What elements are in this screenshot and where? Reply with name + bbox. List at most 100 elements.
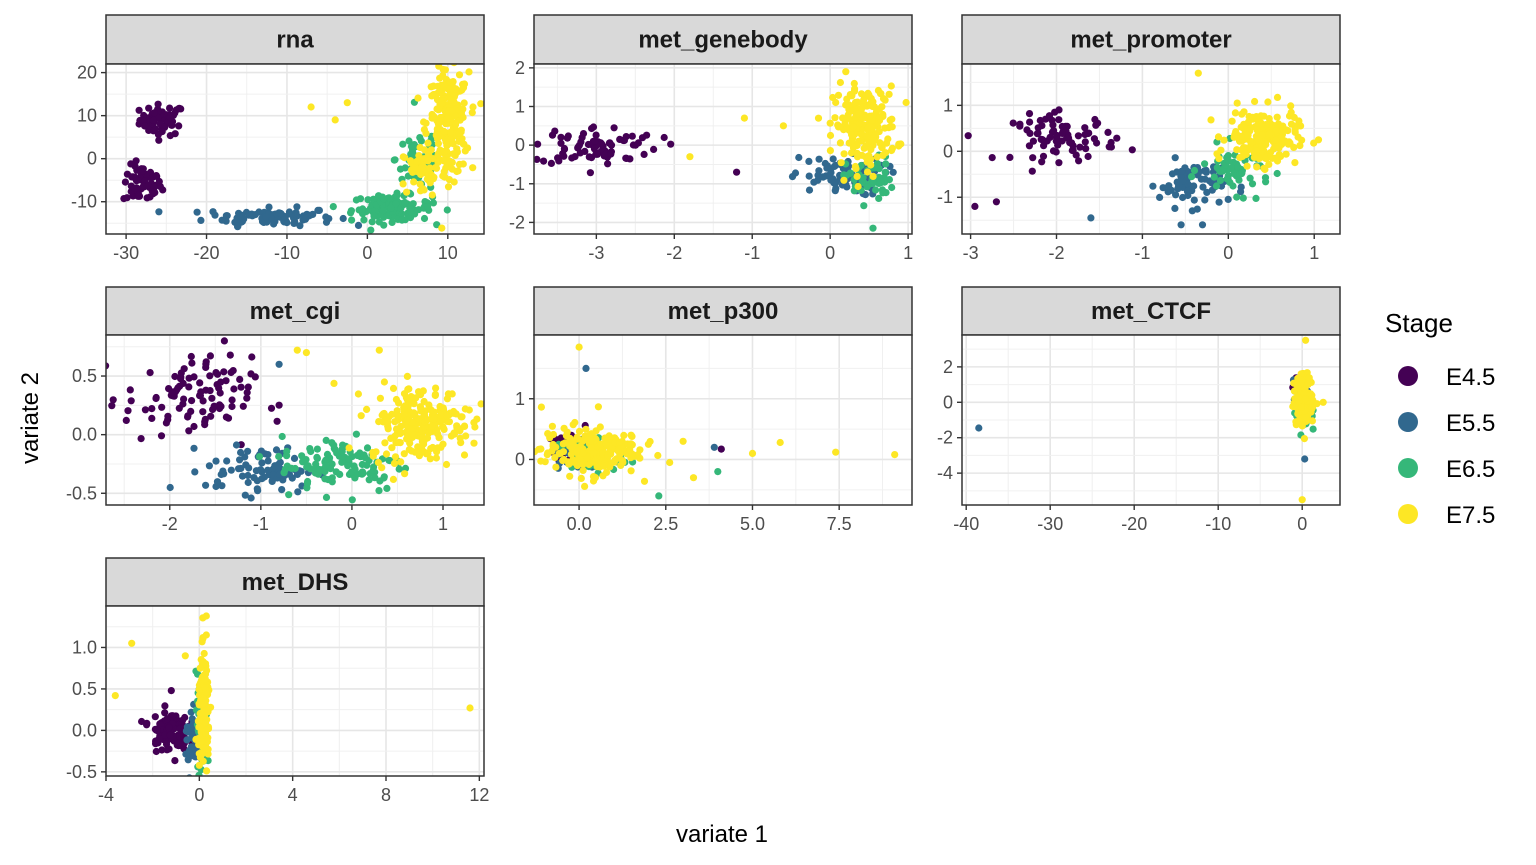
data-point-E75 (427, 83, 435, 91)
data-point-E45 (141, 406, 149, 414)
data-point-E45 (1128, 146, 1136, 154)
data-point-E55 (271, 462, 279, 470)
data-point-E75 (850, 79, 858, 88)
y-tick-label: 1.0 (72, 637, 97, 657)
data-point-E55 (1175, 182, 1183, 190)
data-point-E75 (195, 761, 203, 769)
data-point-E45 (162, 419, 170, 427)
data-point-E45 (1081, 138, 1089, 146)
x-tick-label: -2 (1048, 243, 1064, 263)
data-point-E65 (388, 218, 396, 226)
data-point-E65 (322, 462, 330, 470)
data-point-E45 (534, 155, 541, 163)
data-point-E75 (433, 448, 441, 456)
data-point-E45 (578, 133, 586, 142)
data-point-E65 (316, 466, 324, 474)
data-point-E65 (313, 454, 321, 462)
data-point-E75 (201, 684, 209, 692)
data-point-E75 (589, 473, 598, 481)
data-point-E45 (660, 133, 668, 142)
data-point-E75 (437, 417, 445, 425)
data-point-E75 (466, 704, 474, 712)
data-point-E45 (1081, 130, 1089, 139)
data-point-E75 (399, 411, 407, 419)
legend-key-e45 (1398, 366, 1418, 386)
data-point-E55 (1164, 188, 1172, 196)
data-point-E75 (437, 411, 445, 419)
data-point-E45 (168, 388, 176, 396)
data-point-E45 (1016, 120, 1024, 128)
data-point-E75 (449, 140, 457, 148)
data-point-E75 (423, 434, 432, 442)
data-point-E55 (1224, 195, 1232, 203)
data-point-E55 (248, 210, 256, 218)
panel-border (533, 334, 913, 506)
data-point-E75 (401, 402, 409, 410)
data-point-E45 (1028, 167, 1036, 175)
data-point-E45 (188, 359, 196, 367)
data-point-E75 (425, 401, 433, 409)
data-point-E45 (179, 379, 187, 387)
data-point-E55 (1184, 191, 1192, 200)
y-tick-label: 0 (515, 449, 525, 469)
data-point-E75 (840, 176, 848, 184)
data-point-E75 (462, 432, 470, 440)
facet-panel-met-promoter: met_promoter -3 -2 -1 0 1 -1 0 1 (937, 14, 1341, 263)
legend-key-e55 (1398, 412, 1418, 432)
data-point-E45 (185, 383, 193, 391)
data-point-E75 (432, 384, 440, 392)
data-point-E75 (447, 128, 455, 136)
data-point-E45 (155, 136, 163, 144)
data-point-E75 (388, 444, 396, 452)
data-point-E65 (359, 468, 367, 476)
data-point-E65 (406, 208, 414, 216)
data-point-E65 (338, 447, 346, 455)
data-point-E45 (643, 131, 651, 139)
data-point-E55 (188, 715, 196, 723)
data-point-E75 (836, 78, 845, 87)
data-point-E75 (881, 124, 889, 132)
grid (962, 335, 1340, 505)
data-point-E45 (166, 132, 174, 140)
data-point-E55 (710, 443, 718, 451)
data-point-E65 (304, 462, 312, 470)
y-tick-label: 0 (943, 141, 953, 161)
data-point-E55 (1171, 204, 1179, 212)
data-point-E55 (354, 221, 363, 229)
data-point-E45 (123, 170, 131, 178)
data-point-E75 (200, 744, 208, 752)
data-point-E65 (347, 207, 355, 215)
data-point-E75 (1290, 143, 1298, 151)
y-tick-label: 0 (87, 149, 97, 169)
data-point-E45 (152, 172, 160, 180)
data-point-E45 (590, 145, 599, 153)
data-point-E75 (391, 418, 399, 426)
data-point-E65 (860, 202, 868, 210)
data-point-E45 (197, 388, 205, 396)
data-point-E55 (822, 172, 830, 180)
data-point-E55 (290, 454, 299, 462)
data-point-E65 (278, 432, 286, 441)
data-point-E75 (537, 403, 546, 411)
data-point-E45 (143, 721, 151, 729)
data-point-E75 (562, 432, 571, 440)
data-point-E65 (370, 463, 378, 471)
facet-strip (961, 14, 1341, 65)
data-point-E75 (866, 112, 874, 120)
data-point-E75 (380, 378, 388, 386)
data-point-E55 (155, 208, 163, 216)
data-point-E75 (302, 349, 310, 357)
y-tick-label: 0.5 (72, 366, 97, 386)
data-point-E75 (465, 68, 473, 76)
data-point-E45 (139, 167, 147, 175)
data-point-E75 (573, 447, 581, 455)
data-point-E75 (605, 435, 613, 443)
x-tick-label: 0 (1297, 514, 1307, 534)
data-point-E45 (548, 131, 557, 139)
data-point-E45 (152, 747, 160, 756)
x-tick-label: 1 (1309, 243, 1319, 263)
data-point-E75 (403, 188, 411, 196)
data-point-E65 (1238, 169, 1246, 177)
data-point-E75 (860, 144, 868, 152)
data-point-E75 (440, 127, 448, 136)
